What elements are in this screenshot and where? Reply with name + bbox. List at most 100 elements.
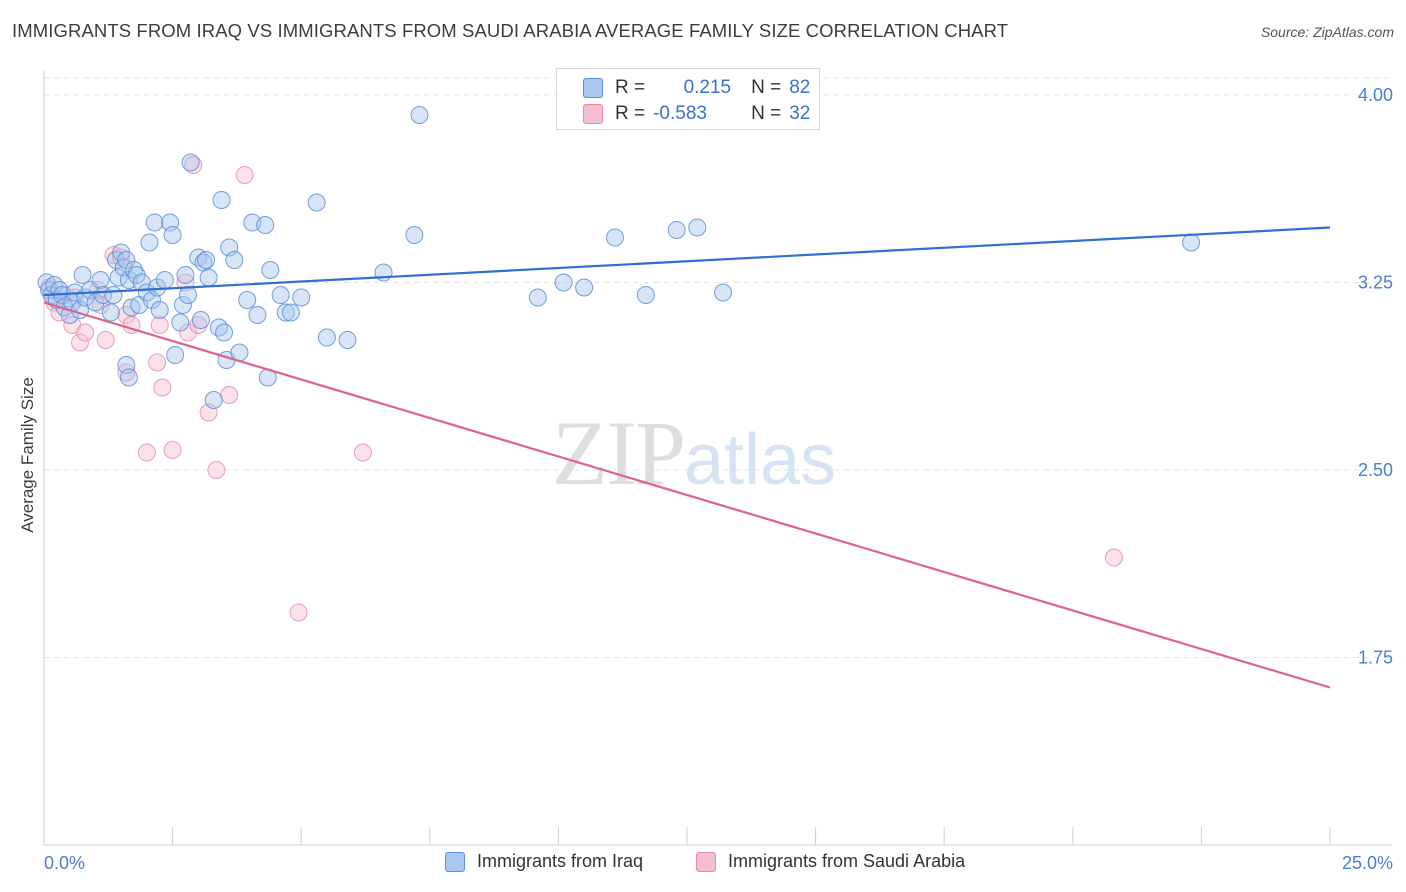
point-iraq bbox=[212, 191, 231, 209]
point-iraq bbox=[176, 266, 195, 284]
point-iraq bbox=[554, 273, 573, 292]
legend-item-saudi-arabia[interactable]: Immigrants from Saudi Arabia bbox=[696, 851, 965, 872]
point-iraq bbox=[199, 268, 218, 287]
trend-line-saudi-arabia bbox=[43, 301, 1331, 689]
legend-row-saudi-arabia: R = -0.583 N = 32 bbox=[583, 103, 810, 125]
point-iraq bbox=[104, 286, 123, 304]
point-iraq bbox=[179, 286, 198, 304]
trend-lines bbox=[43, 226, 1331, 689]
point-iraq bbox=[636, 286, 655, 304]
legend-n-label: N = bbox=[751, 103, 782, 124]
x-tick-label: 0.0% bbox=[44, 853, 85, 873]
point-iraq bbox=[317, 328, 336, 347]
point-iraq bbox=[261, 261, 280, 279]
point-iraq bbox=[163, 226, 182, 244]
point-iraq bbox=[528, 288, 547, 307]
point-saudi-arabia bbox=[235, 166, 254, 184]
legend-n-label: N = bbox=[751, 77, 782, 98]
series-saudi-arabia-points bbox=[40, 156, 1123, 622]
point-saudi-arabia bbox=[189, 316, 208, 334]
point-iraq bbox=[148, 278, 167, 297]
y-tick-label: 2.50 bbox=[1358, 460, 1393, 480]
legend-r-value: -0.583 bbox=[653, 103, 707, 124]
point-saudi-arabia bbox=[148, 353, 167, 372]
chart-title: IMMIGRANTS FROM IRAQ VS IMMIGRANTS FROM … bbox=[12, 20, 1009, 41]
point-iraq bbox=[73, 266, 92, 284]
grid-lines bbox=[44, 77, 1392, 658]
point-iraq bbox=[181, 153, 200, 172]
legend-n-value: 32 bbox=[789, 103, 811, 124]
point-iraq bbox=[238, 291, 257, 309]
point-iraq bbox=[1182, 233, 1201, 252]
point-iraq bbox=[197, 251, 216, 269]
point-iraq bbox=[405, 226, 424, 244]
correlation-legend: R = 0.215 N = 82 R = -0.583 N = 32 bbox=[556, 68, 820, 130]
point-iraq bbox=[410, 106, 429, 124]
point-iraq bbox=[145, 213, 164, 232]
point-iraq bbox=[688, 218, 707, 237]
point-iraq bbox=[292, 288, 311, 307]
point-iraq bbox=[101, 303, 120, 322]
legend-n-value: 82 bbox=[789, 77, 811, 98]
point-saudi-arabia bbox=[153, 378, 172, 397]
point-iraq bbox=[605, 228, 624, 247]
legend-r-label: R = bbox=[615, 103, 646, 124]
point-iraq bbox=[248, 306, 267, 324]
point-iraq bbox=[166, 346, 185, 364]
point-iraq bbox=[338, 331, 357, 349]
legend-swatch-iraq bbox=[583, 78, 603, 98]
legend-row-iraq: R = 0.215 N = 82 bbox=[583, 77, 810, 99]
point-iraq bbox=[91, 271, 110, 289]
legend-label-iraq: Immigrants from Iraq bbox=[477, 851, 644, 871]
legend-swatch-saudi-arabia bbox=[696, 851, 716, 872]
point-iraq bbox=[117, 251, 136, 269]
point-iraq bbox=[155, 271, 174, 289]
point-iraq bbox=[150, 301, 169, 319]
point-iraq bbox=[140, 233, 159, 252]
axes bbox=[43, 70, 1392, 846]
legend-item-iraq[interactable]: Immigrants from Iraq bbox=[445, 851, 643, 872]
point-saudi-arabia bbox=[207, 461, 226, 479]
point-iraq bbox=[714, 283, 733, 302]
point-iraq bbox=[171, 313, 190, 332]
tick-labels: 1.75 2.50 3.25 4.00 0.0% 25.0% bbox=[44, 85, 1393, 873]
point-saudi-arabia bbox=[96, 331, 115, 349]
point-iraq bbox=[256, 216, 275, 234]
y-tick-label: 4.00 bbox=[1358, 85, 1393, 105]
source-label: Source: ZipAtlas.com bbox=[1260, 24, 1394, 40]
point-iraq bbox=[209, 318, 228, 337]
point-iraq bbox=[225, 251, 244, 269]
point-iraq bbox=[575, 278, 594, 297]
legend-swatch-saudi-arabia bbox=[583, 104, 603, 124]
point-saudi-arabia bbox=[163, 441, 182, 459]
point-saudi-arabia bbox=[353, 443, 372, 462]
point-iraq bbox=[204, 391, 223, 409]
legend-swatch-iraq bbox=[445, 851, 465, 872]
point-saudi-arabia bbox=[117, 363, 136, 382]
point-saudi-arabia bbox=[150, 316, 169, 334]
x-tick-label: 25.0% bbox=[1342, 853, 1393, 873]
legend-r-label: R = bbox=[615, 77, 646, 98]
point-saudi-arabia bbox=[71, 333, 90, 352]
point-iraq bbox=[86, 293, 105, 312]
point-iraq bbox=[276, 303, 295, 322]
point-saudi-arabia bbox=[184, 156, 203, 174]
point-iraq bbox=[173, 296, 192, 314]
point-iraq bbox=[191, 311, 210, 329]
point-iraq bbox=[215, 323, 234, 342]
point-iraq bbox=[109, 268, 128, 287]
point-saudi-arabia bbox=[220, 386, 239, 404]
series-legend: Immigrants from Iraq Immigrants from Sau… bbox=[0, 851, 1406, 877]
y-tick-label: 3.25 bbox=[1358, 273, 1393, 293]
point-saudi-arabia bbox=[179, 323, 198, 342]
point-iraq bbox=[271, 286, 290, 304]
point-saudi-arabia bbox=[76, 323, 95, 342]
point-iraq bbox=[281, 303, 300, 322]
point-saudi-arabia bbox=[137, 443, 156, 462]
trend-line-iraq bbox=[43, 226, 1331, 297]
point-saudi-arabia bbox=[1104, 548, 1123, 567]
y-tick-label: 1.75 bbox=[1358, 648, 1393, 668]
point-iraq bbox=[119, 368, 138, 387]
point-saudi-arabia bbox=[289, 603, 308, 622]
